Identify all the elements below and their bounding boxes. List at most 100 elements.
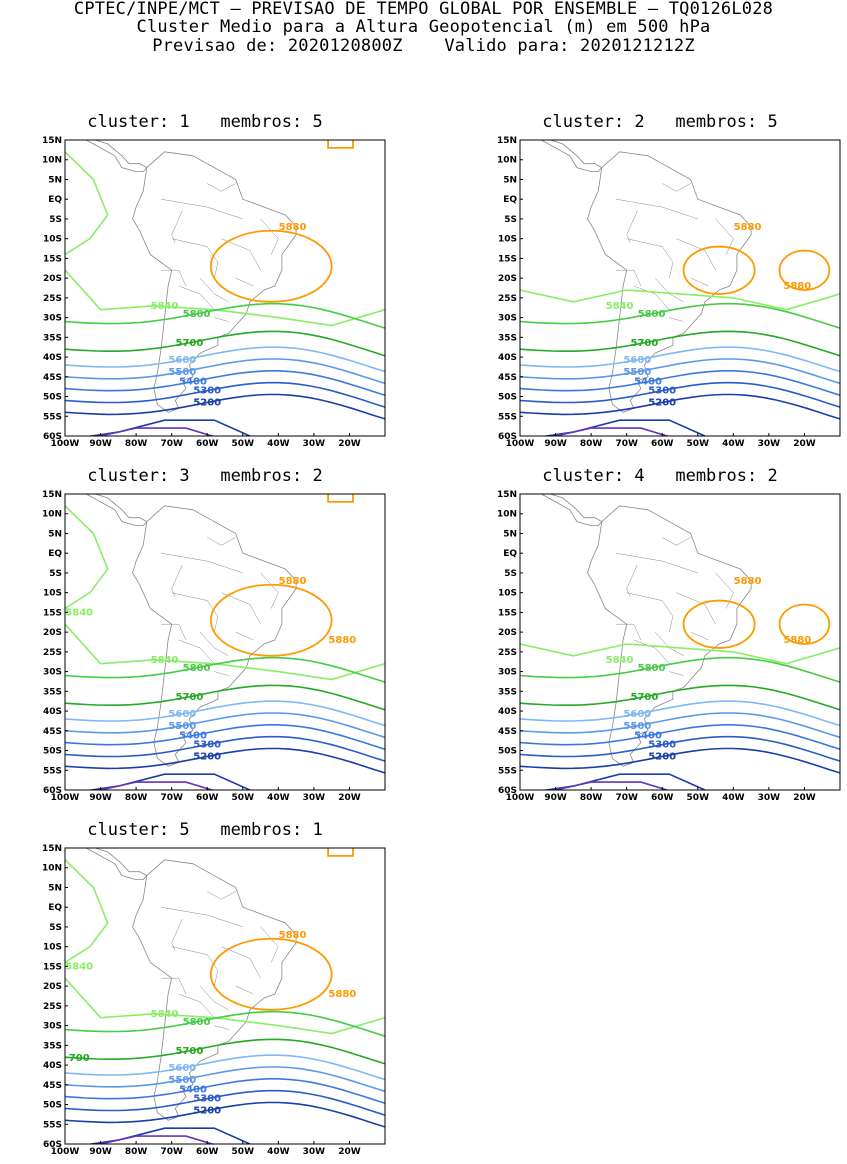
lat-label: 5S <box>504 215 517 225</box>
map-frame <box>64 139 386 437</box>
contour-label: 5800 <box>638 663 666 674</box>
contour-5600 <box>520 346 840 373</box>
lat-label: 20S <box>43 982 62 992</box>
contour-5880 <box>682 245 756 295</box>
lat-label: 15S <box>43 608 62 618</box>
lat-label: 10S <box>43 235 62 245</box>
header-title: CPTEC/INPE/MCT — PREVISAO DE TEMPO GLOBA… <box>73 0 774 19</box>
lat-label: 15N <box>42 136 62 146</box>
lat-label: 35S <box>43 1041 62 1051</box>
contour-label: 5840 <box>151 1009 179 1020</box>
header-subtitle: Cluster Medio para a Altura Geopotencial… <box>136 17 711 37</box>
lat-label: 35S <box>43 687 62 697</box>
lat-label: 50S <box>498 747 517 757</box>
coastline <box>539 494 603 526</box>
lat-label: EQ <box>48 549 62 559</box>
lon-label: 60W <box>651 439 674 449</box>
lon-label: 60W <box>196 1147 219 1157</box>
lat-label: 5N <box>48 529 62 539</box>
contour-5200 <box>65 393 385 420</box>
contour-5840 <box>65 623 385 681</box>
border-line <box>676 592 716 625</box>
contour-5840 <box>65 151 109 256</box>
contour-5880 <box>209 937 333 1011</box>
contour-label: 5700 <box>176 1046 204 1057</box>
contour-label: 5700 <box>631 692 659 703</box>
border-line <box>199 631 229 657</box>
lat-label: 10N <box>42 156 62 166</box>
lon-label: 30W <box>303 793 326 803</box>
lat-label: 60S <box>43 786 62 796</box>
lat-label: 20S <box>43 628 62 638</box>
lat-label: 55S <box>43 1120 62 1130</box>
contour-label: 5300 <box>648 740 676 751</box>
contour-low <box>551 781 670 790</box>
border-line <box>160 906 243 928</box>
contour-label: 5700 <box>176 338 204 349</box>
lat-label: 45S <box>43 727 62 737</box>
lat-label: 40S <box>498 353 517 363</box>
contour-5400 <box>520 724 840 750</box>
lon-label: 70W <box>160 793 183 803</box>
coastline <box>84 140 148 172</box>
cluster-panel-1: cluster: 1 membros: 5 5800 5700 5600 5500 54… <box>42 112 386 452</box>
contour-label: 5300 <box>193 740 221 751</box>
lon-label: 80W <box>580 793 603 803</box>
border-line <box>235 985 254 995</box>
border-line <box>669 671 684 676</box>
contour-label: 5200 <box>193 1105 221 1116</box>
lat-label: 20S <box>498 274 517 284</box>
lon-label: 100W <box>506 439 535 449</box>
lat-label: 25S <box>43 294 62 304</box>
lat-label: 25S <box>43 1002 62 1012</box>
contour-5880 <box>209 229 333 303</box>
border-line <box>161 269 187 287</box>
lon-label: 50W <box>232 1147 255 1157</box>
lon-label: 100W <box>51 1147 80 1157</box>
border-line <box>633 285 670 310</box>
lat-label: 25S <box>498 294 517 304</box>
border-line <box>615 552 698 574</box>
lat-label: 15N <box>497 490 517 500</box>
border-line <box>654 631 684 657</box>
lon-label: 40W <box>267 1147 290 1157</box>
contour-5840 <box>520 643 840 665</box>
border-line <box>626 564 638 597</box>
contour-low <box>86 1127 251 1144</box>
border-line <box>207 537 236 546</box>
lat-label: 40S <box>498 707 517 717</box>
border-line <box>214 317 229 322</box>
contour-5500 <box>520 712 840 739</box>
lat-label: 30S <box>43 1022 62 1032</box>
border-line <box>178 993 215 1018</box>
lon-label: 70W <box>615 793 638 803</box>
lat-label: 10S <box>43 943 62 953</box>
lon-label: 90W <box>544 439 567 449</box>
lat-label: 40S <box>43 353 62 363</box>
border-line <box>160 552 243 574</box>
contour-5880 <box>209 583 333 657</box>
contour-low <box>96 1135 215 1144</box>
contour-label: 5880 <box>783 635 811 646</box>
lat-label: 25S <box>498 648 517 658</box>
lat-label: 35S <box>498 333 517 343</box>
contour-label: 5840 <box>65 961 93 972</box>
contour-5300 <box>65 735 385 762</box>
lat-label: 40S <box>43 1061 62 1071</box>
contour-5500 <box>65 358 385 385</box>
coastline <box>132 859 297 1121</box>
contour-5500 <box>65 712 385 739</box>
lat-label: 15S <box>43 254 62 264</box>
lat-label: EQ <box>503 549 517 559</box>
lat-label: 5S <box>49 923 62 933</box>
contour-label: 5840 <box>151 301 179 312</box>
contour-low <box>86 419 251 436</box>
cluster-panel-4: cluster: 4 membros: 2 5800 5700 5600 5500 54… <box>497 466 841 806</box>
contour-5400 <box>65 370 385 396</box>
